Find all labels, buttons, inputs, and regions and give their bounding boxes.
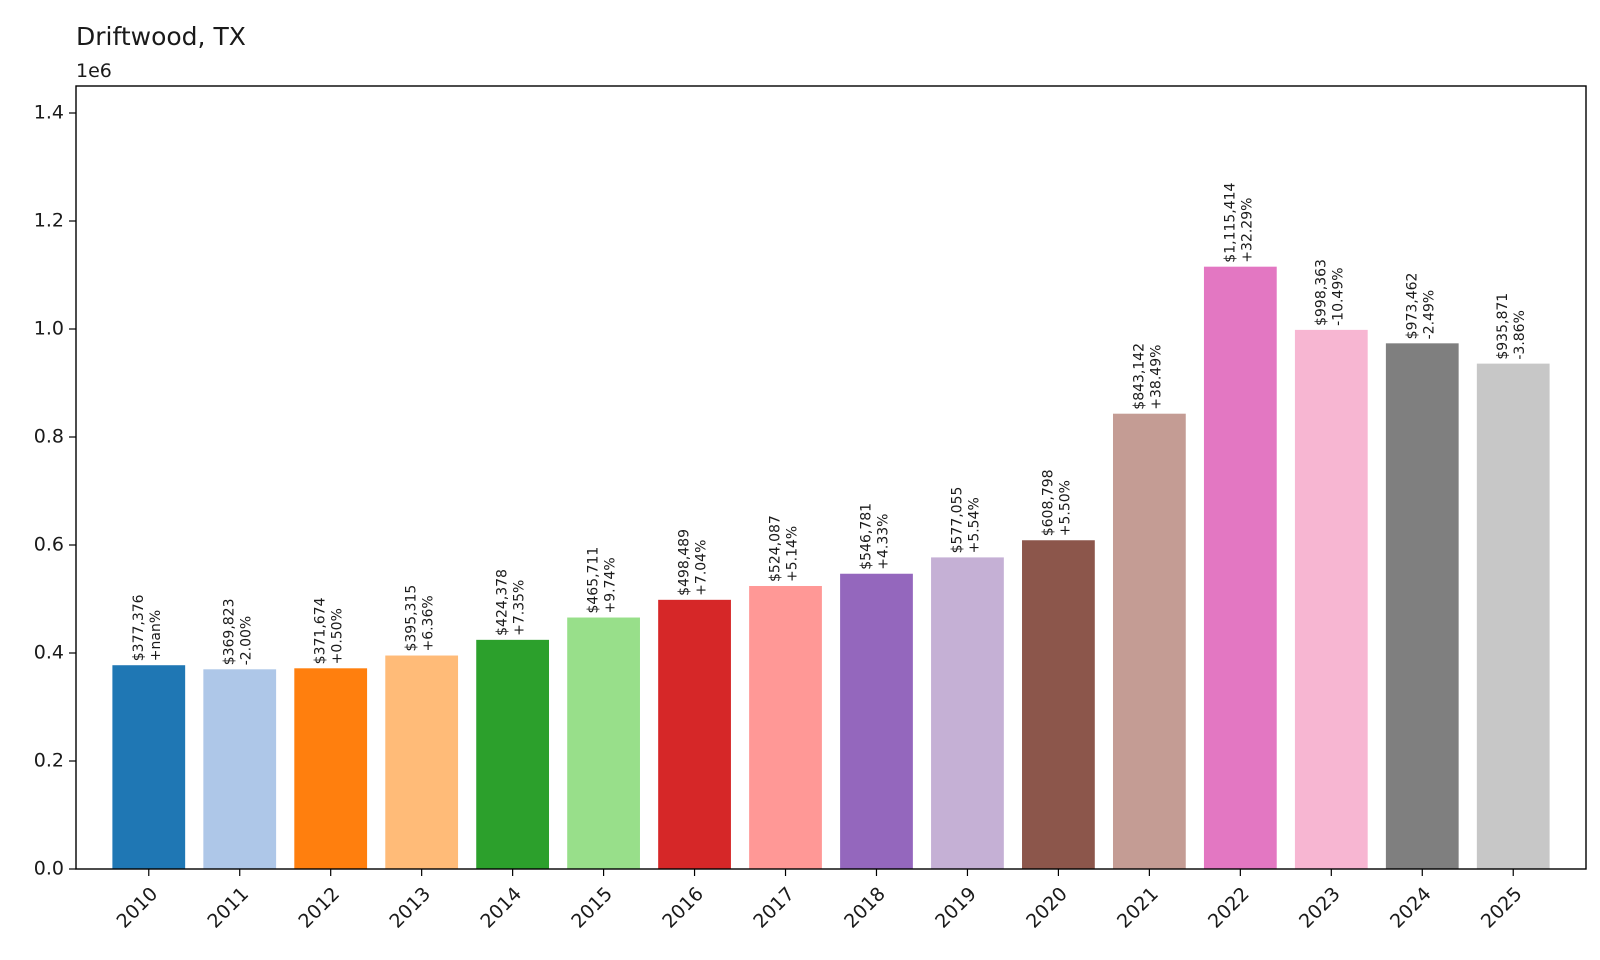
bar-value-label-2025: $935,871 — [1495, 293, 1511, 360]
x-tick-label-2021: 2021 — [1113, 883, 1163, 933]
bar-value-label-2013: $395,315 — [404, 585, 420, 652]
x-tick-label-2016: 2016 — [658, 883, 708, 933]
bar-value-label-2017: $524,087 — [768, 515, 784, 582]
x-tick-label-2024: 2024 — [1386, 883, 1436, 933]
x-tick-label-2011: 2011 — [203, 883, 253, 933]
bar-value-label-2020: $608,798 — [1040, 469, 1056, 536]
bar-change-label-2016: +7.04% — [694, 540, 710, 596]
bar-change-label-2018: +4.33% — [875, 514, 891, 570]
y-tick-label-0.4: 0.4 — [34, 642, 64, 664]
y-tick-label-1.2: 1.2 — [34, 210, 64, 232]
bar-value-label-2011: $369,823 — [222, 598, 238, 665]
bar-2022 — [1203, 266, 1277, 869]
bar-change-label-2019: +5.54% — [966, 497, 982, 553]
bar-value-label-2021: $843,142 — [1131, 343, 1147, 410]
bar-value-label-2024: $973,462 — [1404, 273, 1420, 340]
bar-value-label-2018: $546,781 — [858, 503, 874, 570]
bar-2016 — [658, 599, 731, 869]
chart-title: Driftwood, TX — [76, 22, 246, 51]
bar-change-label-2020: +5.50% — [1057, 480, 1073, 536]
plot-area: $377,376 +nan% 2010 $369,823 -2.00% 2011 $371,… — [34, 85, 1587, 933]
bar-2024 — [1385, 343, 1459, 870]
bar-value-label-2015: $465,711 — [586, 547, 602, 614]
bar-2021 — [1112, 413, 1186, 869]
y-tick-label-1.4: 1.4 — [34, 102, 64, 124]
bar-change-label-2012: +0.50% — [330, 608, 346, 664]
x-tick-label-2019: 2019 — [931, 883, 981, 933]
bar-change-label-2013: +6.36% — [421, 595, 437, 651]
bar-2014 — [476, 639, 550, 869]
bar-change-label-2015: +9.74% — [603, 557, 619, 613]
axes-frame — [75, 85, 1587, 870]
x-tick-label-2018: 2018 — [840, 883, 890, 933]
bar-value-label-2010: $377,376 — [131, 594, 147, 661]
bar-change-label-2014: +7.35% — [512, 580, 528, 636]
y-tick-label-0.2: 0.2 — [34, 750, 64, 772]
y-tick-label-0.6: 0.6 — [34, 534, 64, 556]
bar-2011 — [203, 669, 277, 869]
x-tick-label-2022: 2022 — [1204, 883, 1254, 933]
bar-change-label-2011: -2.00% — [239, 616, 255, 666]
x-tick-label-2014: 2014 — [476, 883, 526, 933]
bar-2013 — [385, 655, 459, 869]
x-tick-label-2025: 2025 — [1477, 883, 1527, 933]
x-tick-label-2012: 2012 — [294, 883, 344, 933]
bar-2018 — [840, 573, 913, 869]
y-tick-label-0.0: 0.0 — [34, 858, 64, 880]
bar-2010 — [112, 665, 186, 869]
bar-2012 — [294, 668, 368, 869]
bar-value-label-2023: $998,363 — [1313, 259, 1329, 326]
x-tick-label-2010: 2010 — [112, 883, 162, 933]
x-tick-label-2023: 2023 — [1295, 883, 1345, 933]
bar-2017 — [749, 585, 822, 869]
bar-change-label-2022: +32.29% — [1239, 198, 1255, 263]
bar-value-label-2016: $498,489 — [677, 529, 693, 596]
bar-change-label-2023: -10.49% — [1330, 267, 1346, 325]
bar-value-label-2012: $371,674 — [313, 597, 329, 664]
bar-change-label-2010: +nan% — [148, 610, 164, 661]
bar-2015 — [567, 617, 640, 869]
bar-2019 — [931, 557, 1004, 869]
bar-change-label-2017: +5.14% — [785, 526, 801, 582]
bar-2023 — [1294, 329, 1368, 869]
bar-value-label-2022: $1,115,414 — [1222, 182, 1238, 262]
y-axis-offset-label: 1e6 — [76, 60, 112, 82]
bar-2020 — [1022, 540, 1095, 869]
bar-change-label-2021: +38.49% — [1148, 345, 1164, 410]
y-tick-label-0.8: 0.8 — [34, 426, 64, 448]
y-tick-label-1.0: 1.0 — [34, 318, 64, 340]
bar-change-label-2025: -3.86% — [1512, 310, 1528, 360]
bar-value-label-2019: $577,055 — [949, 487, 965, 554]
x-tick-label-2015: 2015 — [567, 883, 617, 933]
bar-2025 — [1476, 363, 1550, 869]
x-tick-label-2017: 2017 — [749, 883, 799, 933]
x-tick-label-2020: 2020 — [1022, 883, 1072, 933]
bar-change-label-2024: -2.49% — [1421, 290, 1437, 340]
x-tick-label-2013: 2013 — [385, 883, 435, 933]
bar-value-label-2014: $424,378 — [495, 569, 511, 636]
